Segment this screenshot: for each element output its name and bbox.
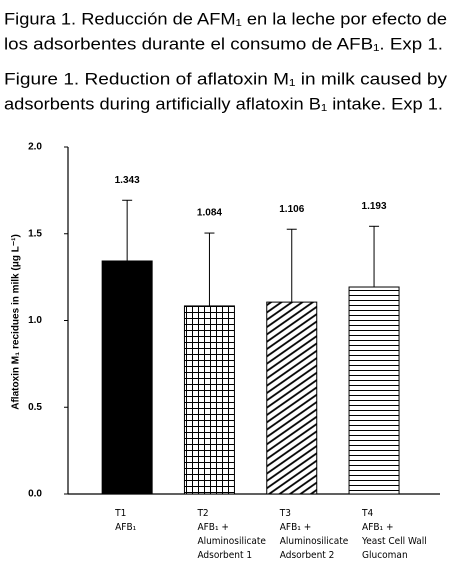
value-label: 1.343 (115, 175, 140, 186)
y-tick-label: 1.0 (28, 315, 42, 326)
x-tick-label: Aluminosilicate (280, 536, 349, 547)
x-tick-label: Yeast Cell Wall (361, 536, 427, 547)
y-tick-label: 2.0 (28, 142, 42, 153)
x-tick-label: Adsorbent 2 (280, 550, 335, 561)
y-tick-label: 0.0 (28, 489, 42, 500)
value-label: 1.106 (279, 204, 304, 215)
x-tick-label: Aluminosilicate (197, 536, 266, 547)
bar (348, 286, 400, 495)
x-tick-label: AFB₁ (115, 522, 136, 533)
x-tick-label: T3 (279, 508, 291, 519)
x-tick-label: T4 (361, 508, 373, 519)
x-tick-label: AFB₁ + (197, 522, 229, 533)
y-tick-label: 1.5 (28, 228, 42, 239)
x-tick-label: T1 (114, 508, 126, 519)
caption-line: los adsorbentes durante el consumo de AF… (4, 34, 443, 53)
bar (183, 305, 235, 495)
caption-line: Figure 1. Reduction of aflatoxin M₁ in m… (4, 69, 448, 88)
x-tick-label: Glucoman (362, 550, 408, 561)
x-tick-label: Adsorbent 1 (197, 550, 252, 561)
y-tick-label: 0.5 (28, 402, 42, 413)
x-tick-label: AFB₁ + (362, 522, 394, 533)
value-label: 1.084 (197, 208, 222, 219)
value-label: 1.193 (362, 201, 387, 212)
y-axis-label: Aflatoxin M₁ recidues in milk (μg L⁻¹) (11, 234, 22, 410)
x-tick-label: T2 (196, 508, 208, 519)
bar (266, 301, 318, 495)
caption-line: Figura 1. Reducción de AFM₁ en la leche … (4, 9, 447, 28)
x-tick-label: AFB₁ + (280, 522, 312, 533)
bar (101, 260, 153, 495)
caption-line: adsorbents during artificially aflatoxin… (4, 94, 443, 113)
